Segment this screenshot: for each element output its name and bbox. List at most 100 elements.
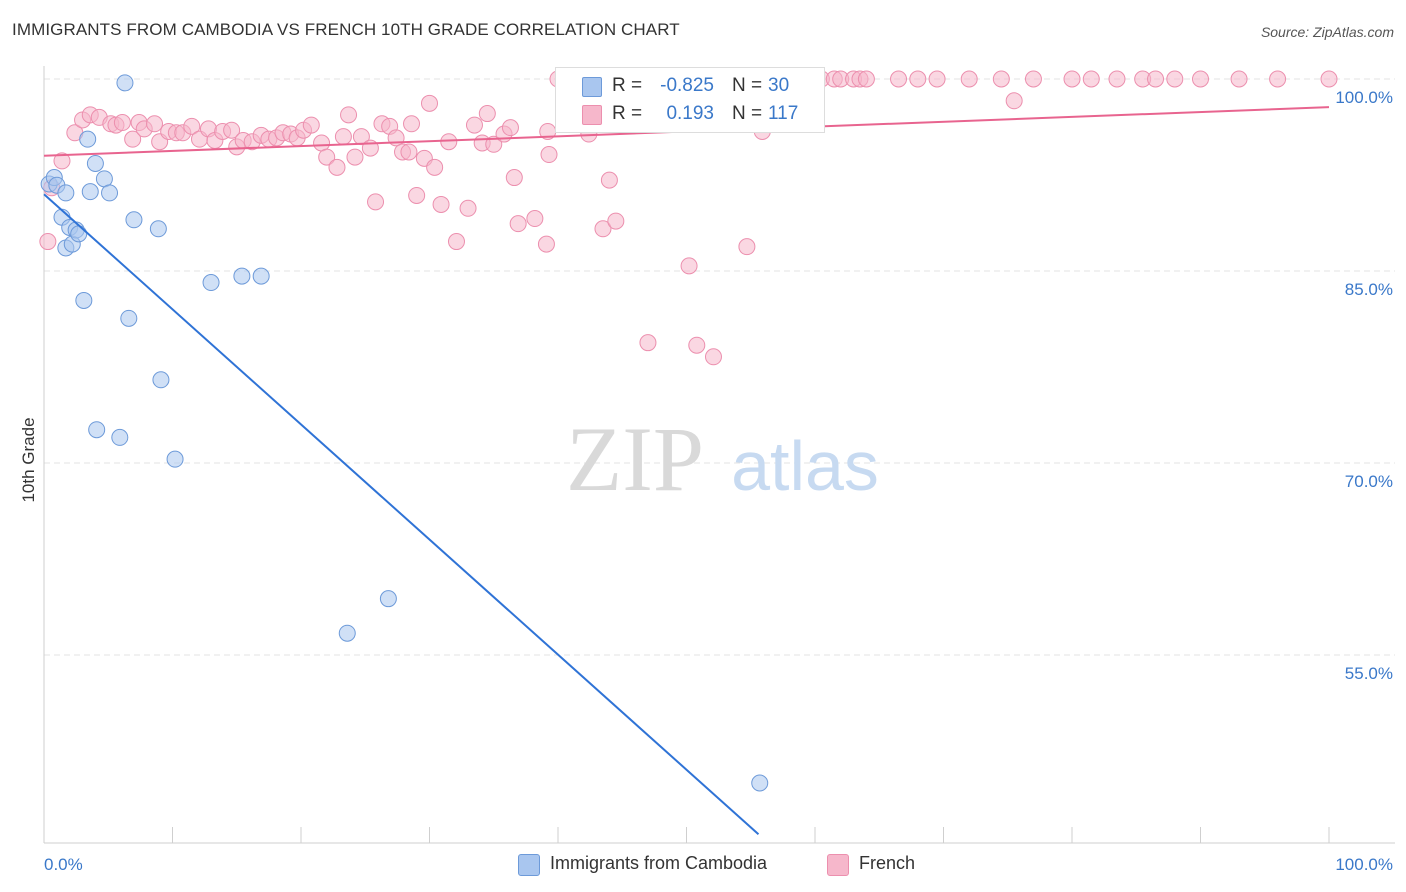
french-point <box>509 215 527 233</box>
cambodia-point <box>152 371 170 389</box>
legend-swatch-blue <box>518 854 540 876</box>
legend-row-cambodia: R = -0.825 N = 30 <box>556 72 824 100</box>
french-point <box>1147 70 1165 88</box>
legend-n-label: N = <box>732 75 763 96</box>
x-tick-label: 100.0% <box>1335 855 1393 874</box>
y-tick-label: 70.0% <box>1345 472 1393 491</box>
french-point <box>607 212 625 230</box>
french-point <box>909 70 927 88</box>
french-point <box>680 257 698 275</box>
french-point <box>421 94 438 112</box>
cambodia-point <box>111 428 129 446</box>
cambodia-point <box>101 184 119 202</box>
gridlines <box>44 78 1395 656</box>
french-point <box>113 114 131 132</box>
cambodia-point <box>252 267 270 285</box>
french-point <box>540 146 558 164</box>
legend-label: French <box>859 853 916 873</box>
french-point <box>526 210 544 228</box>
cambodia-point <box>57 184 75 202</box>
french-point <box>1024 70 1042 88</box>
french-point <box>639 334 657 352</box>
french-point <box>124 130 142 148</box>
french-point <box>890 70 908 88</box>
french-point <box>1320 70 1338 88</box>
source-label: Source: ZipAtlas.com <box>1260 24 1394 40</box>
french-point <box>1166 70 1184 88</box>
french-point <box>346 148 364 166</box>
cambodia-point <box>379 590 397 608</box>
french-point <box>738 238 756 256</box>
cambodia-point <box>79 130 97 148</box>
chart-title: IMMIGRANTS FROM CAMBODIA VS FRENCH 10TH … <box>12 20 680 39</box>
cambodia-point <box>751 774 769 792</box>
french-point <box>505 169 523 187</box>
legend-row-french: R = 0.193 N = 117 <box>556 100 824 128</box>
french-point <box>403 115 421 133</box>
french-point <box>340 106 358 124</box>
y-tick-label: 85.0% <box>1345 280 1393 299</box>
legend-swatch-blue <box>582 77 602 97</box>
legend-r-value: 0.193 <box>666 103 714 124</box>
tick-labels: 100.0% 85.0% 70.0% 55.0% 0.0% 100.0% <box>44 88 1393 874</box>
french-point <box>432 195 450 213</box>
french-point <box>600 171 618 189</box>
watermark-zip: ZIP <box>566 408 704 510</box>
french-point <box>1108 70 1126 88</box>
y-axis-label: 10th Grade <box>19 417 38 502</box>
cambodia-point <box>149 220 167 238</box>
french-point <box>1082 70 1100 88</box>
cambodia-point <box>86 154 104 172</box>
french-point <box>594 220 612 238</box>
french-point <box>1269 70 1287 88</box>
french-point <box>704 348 722 366</box>
french-point <box>223 121 241 139</box>
french-point <box>1192 70 1209 88</box>
legend-swatch-pink <box>827 854 849 876</box>
correlation-legend: R = -0.825 N = 30 R = 0.193 N = 117 <box>555 67 825 133</box>
legend-n-value: 30 <box>768 75 790 96</box>
cambodia-point <box>166 450 184 468</box>
french-point <box>688 336 706 354</box>
watermark: ZIP atlas <box>566 408 879 510</box>
french-point <box>960 70 978 88</box>
cambodia-point <box>75 291 93 309</box>
french-point <box>928 70 946 88</box>
french-point <box>478 105 496 123</box>
french-point <box>53 152 71 170</box>
french-point <box>400 143 418 161</box>
legend-r-label: R = <box>612 103 643 124</box>
y-tick-label: 55.0% <box>1345 664 1393 683</box>
cambodia-point <box>81 183 99 201</box>
legend-swatch-pink <box>582 105 602 125</box>
axes <box>43 66 1395 844</box>
french-point <box>408 186 426 204</box>
french-point <box>992 70 1010 88</box>
watermark-atlas: atlas <box>731 427 879 505</box>
french-point <box>459 199 477 217</box>
cambodia-trend-line <box>43 193 760 835</box>
french-point <box>485 135 503 153</box>
french-point <box>426 158 444 176</box>
legend-r-label: R = <box>612 75 643 96</box>
french-point <box>501 119 519 137</box>
french-point <box>857 70 875 88</box>
french-point <box>328 158 346 176</box>
x-tick-label: 0.0% <box>44 855 83 874</box>
y-tick-label: 100.0% <box>1335 88 1393 107</box>
french-point <box>1063 70 1081 88</box>
legend-n-label: N = <box>732 103 763 124</box>
french-point <box>440 133 458 151</box>
french-point <box>183 117 201 135</box>
french-point <box>302 116 320 134</box>
french-point <box>146 115 164 133</box>
legend-n-value: 117 <box>768 103 799 124</box>
cambodia-point <box>70 225 88 243</box>
french-point <box>1230 70 1248 88</box>
french-point <box>537 235 555 253</box>
french-point <box>318 148 336 166</box>
cambodia-point <box>125 211 143 229</box>
french-point <box>447 233 465 251</box>
french-point <box>39 233 57 251</box>
